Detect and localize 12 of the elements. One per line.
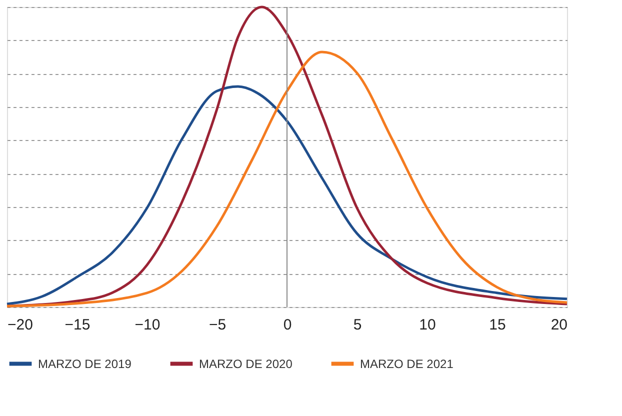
x-tick-label: −20 [8,316,33,334]
x-tick-label: −5 [208,316,226,334]
x-tick-label: 5 [353,316,362,334]
x-tick-label: 20 [550,316,568,334]
x-tick-label: −15 [64,316,90,334]
x-tick-label: 15 [489,316,506,334]
legend-label: MARZO DE 2021 [360,356,454,371]
x-tick-label: 10 [419,316,436,334]
legend-label: MARZO DE 2020 [199,356,293,371]
x-tick-label: −10 [134,316,160,334]
x-tick-label: 0 [283,316,292,334]
legend-label: MARZO DE 2019 [38,356,132,371]
